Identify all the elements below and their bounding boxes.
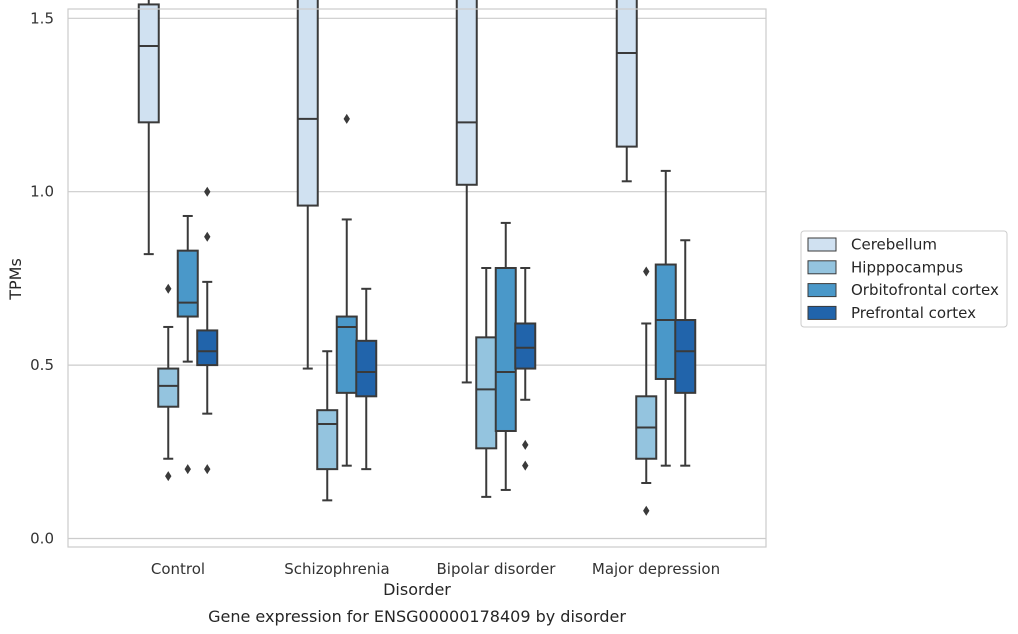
outlier-point: [522, 460, 529, 471]
outlier-point: [343, 113, 350, 124]
y-tick-label: 0.0: [30, 530, 54, 548]
legend-frame: [800, 230, 1008, 328]
y-tick-label: 0.5: [30, 356, 54, 374]
x-tick-label: Major depression: [592, 560, 720, 578]
box-plot-area: [137, 0, 697, 516]
outlier-point: [204, 231, 211, 242]
box: [157, 367, 180, 408]
legend-swatch: [807, 305, 837, 320]
box: [137, 3, 160, 124]
outlier-point: [643, 505, 650, 516]
plot-frame: [67, 8, 767, 548]
legend-swatch: [807, 260, 837, 275]
legend: Cerebellum Hipppocampus Orbitofrontal cort…: [800, 230, 1008, 328]
x-axis-ticks: Control Schizophrenia Bipolar disorder Majo…: [151, 560, 720, 578]
x-tick-label: Schizophrenia: [284, 560, 389, 578]
box: [335, 315, 358, 394]
box-group: [615, 0, 638, 183]
gridlines: [68, 17, 766, 540]
outlier-point: [184, 464, 191, 475]
box-group: [635, 266, 658, 516]
outlier-point: [204, 464, 211, 475]
outlier-point: [165, 471, 172, 482]
y-tick-label: 1.5: [30, 9, 54, 27]
box-group: [654, 169, 677, 467]
legend-label: Hipppocampus: [851, 258, 963, 276]
outlier-point: [643, 266, 650, 277]
box-group: [514, 266, 537, 471]
box: [316, 409, 339, 471]
box: [296, 0, 319, 207]
box-group: [316, 350, 339, 502]
box: [615, 0, 638, 148]
x-tick-label: Control: [151, 560, 205, 578]
legend-label: Prefrontal cortex: [851, 304, 976, 322]
box: [196, 329, 219, 367]
x-axis-title: Disorder: [383, 580, 451, 599]
chart-caption: Gene expression for ENSG00000178409 by d…: [208, 607, 626, 626]
y-axis-ticks: 0.00.51.01.52.02.53.0: [30, 9, 54, 548]
box-group: [335, 113, 358, 467]
box-group: [455, 0, 478, 384]
y-axis-title: TPMs: [6, 258, 25, 301]
legend-swatch: [807, 237, 837, 252]
box-group: [137, 0, 160, 256]
box: [654, 263, 677, 380]
box-group: [475, 266, 498, 498]
box-group: [157, 283, 180, 482]
outlier-point: [522, 439, 529, 450]
box: [494, 266, 517, 432]
box-group: [296, 0, 319, 370]
box: [514, 322, 537, 370]
box-group: [494, 221, 517, 491]
x-tick-label: Bipolar disorder: [437, 560, 557, 578]
box-group: [176, 214, 199, 475]
box-group: [674, 239, 697, 467]
box: [674, 319, 697, 394]
outlier-point: [204, 186, 211, 197]
box: [475, 336, 498, 450]
legend-label: Orbitofrontal cortex: [851, 281, 999, 299]
legend-label: Cerebellum: [851, 236, 937, 254]
box-group: [355, 287, 378, 471]
box: [176, 249, 199, 318]
legend-swatch: [807, 283, 837, 298]
box-group: [196, 186, 219, 475]
outlier-point: [165, 283, 172, 294]
box: [355, 339, 378, 398]
y-tick-label: 1.0: [30, 183, 54, 201]
box: [455, 0, 478, 186]
